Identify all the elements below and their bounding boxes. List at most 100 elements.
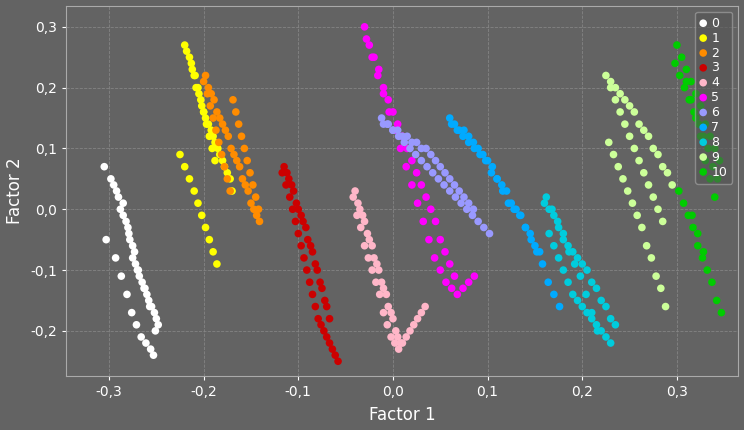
2	[202, 90, 214, 97]
6	[472, 218, 484, 225]
10	[685, 96, 697, 103]
1	[184, 54, 196, 61]
10	[709, 145, 721, 152]
1	[196, 102, 208, 109]
10	[697, 249, 709, 255]
2	[233, 121, 245, 128]
8	[571, 255, 583, 261]
3	[297, 218, 309, 225]
7	[458, 127, 470, 134]
10	[711, 297, 722, 304]
0	[149, 309, 161, 316]
6	[484, 230, 496, 237]
5	[452, 291, 464, 298]
0	[132, 267, 144, 273]
0	[124, 236, 135, 243]
2	[211, 108, 223, 115]
8	[609, 321, 621, 328]
9	[652, 151, 664, 158]
1	[181, 48, 193, 55]
10	[716, 309, 728, 316]
10	[695, 133, 707, 140]
2	[222, 133, 234, 140]
0	[126, 309, 138, 316]
4	[359, 218, 371, 225]
10	[676, 54, 687, 61]
7	[453, 127, 465, 134]
10	[704, 133, 716, 140]
8	[581, 267, 593, 273]
3	[307, 291, 318, 298]
9	[605, 84, 617, 91]
0	[129, 261, 141, 267]
1	[188, 187, 200, 194]
4	[392, 334, 404, 341]
7	[525, 236, 537, 243]
9	[647, 145, 659, 152]
5	[382, 96, 394, 103]
1	[188, 72, 200, 79]
5	[397, 133, 408, 140]
0	[135, 334, 147, 341]
7	[452, 127, 464, 134]
8	[539, 200, 551, 207]
7	[467, 139, 479, 146]
8	[577, 303, 589, 310]
2	[217, 121, 228, 128]
6	[438, 181, 450, 188]
10	[713, 157, 725, 164]
7	[485, 169, 497, 176]
1	[206, 145, 218, 152]
0	[144, 346, 156, 353]
7	[510, 206, 522, 213]
8	[581, 309, 593, 316]
9	[638, 169, 650, 176]
8	[591, 321, 603, 328]
6	[397, 133, 408, 140]
6	[420, 145, 432, 152]
2	[244, 169, 256, 176]
3	[292, 230, 304, 237]
5	[406, 181, 418, 188]
4	[370, 279, 382, 286]
5	[359, 23, 371, 30]
7	[477, 151, 489, 158]
Legend: 0, 1, 2, 3, 4, 5, 6, 7, 8, 9, 10: 0, 1, 2, 3, 4, 5, 6, 7, 8, 9, 10	[695, 12, 732, 184]
6	[392, 127, 404, 134]
2	[253, 206, 265, 213]
3	[307, 249, 318, 255]
4	[363, 236, 375, 243]
7	[533, 249, 545, 255]
0	[123, 230, 135, 237]
2	[222, 175, 234, 182]
8	[605, 315, 617, 322]
2	[227, 96, 239, 103]
6	[463, 200, 475, 207]
6	[444, 187, 456, 194]
5	[400, 163, 412, 170]
0	[144, 303, 155, 310]
7	[481, 157, 493, 164]
6	[377, 121, 389, 128]
3	[300, 224, 312, 231]
7	[519, 224, 531, 231]
1	[184, 175, 196, 182]
7	[501, 187, 513, 194]
4	[362, 230, 373, 237]
6	[382, 121, 394, 128]
10	[695, 102, 707, 109]
10	[683, 96, 695, 103]
10	[681, 78, 693, 85]
5	[366, 54, 378, 61]
2	[205, 102, 217, 109]
0	[130, 321, 142, 328]
5	[444, 261, 456, 267]
10	[712, 175, 724, 182]
0	[98, 163, 110, 170]
7	[469, 145, 481, 152]
1	[186, 66, 198, 73]
2	[207, 115, 219, 122]
1	[209, 139, 221, 146]
1	[219, 163, 231, 170]
7	[542, 279, 554, 286]
